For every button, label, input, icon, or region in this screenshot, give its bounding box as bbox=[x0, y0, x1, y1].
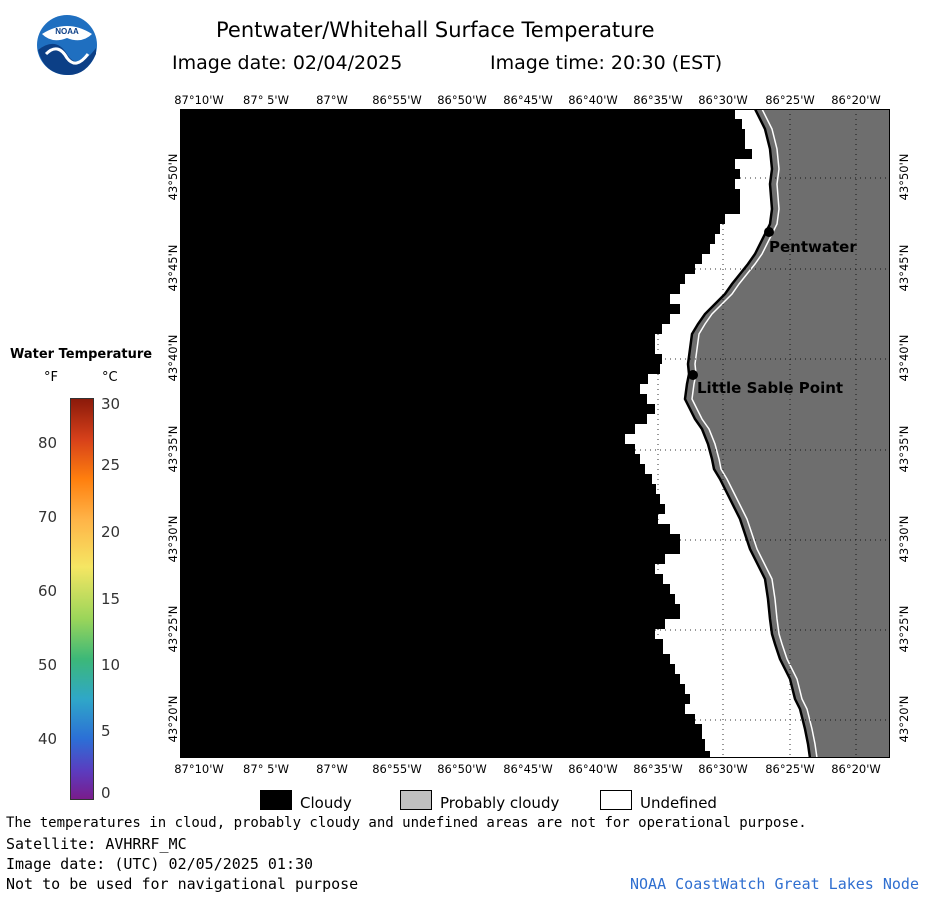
lon-label: 87°10'W bbox=[174, 93, 224, 107]
probably-cloudy-swatch bbox=[400, 790, 432, 810]
lon-label: 87°W bbox=[316, 93, 348, 107]
lon-label: 86°35'W bbox=[633, 762, 683, 776]
lon-label: 86°25'W bbox=[765, 93, 815, 107]
footer-nav-warning: Not to be used for navigational purpose bbox=[6, 875, 359, 893]
lat-label: 43°40'N bbox=[166, 334, 180, 382]
c-tick: 20 bbox=[101, 523, 121, 541]
f-tick: 60 bbox=[38, 582, 58, 600]
undefined-swatch bbox=[600, 790, 632, 810]
lon-label: 86°55'W bbox=[372, 762, 422, 776]
undefined-label: Undefined bbox=[640, 794, 717, 812]
cloudy-swatch bbox=[260, 790, 292, 810]
little-sable-marker bbox=[688, 370, 698, 380]
c-tick: 5 bbox=[101, 722, 111, 740]
lon-label: 87°W bbox=[316, 762, 348, 776]
lon-label: 86°50'W bbox=[437, 93, 487, 107]
footer-note: The temperatures in cloud, probably clou… bbox=[6, 815, 807, 831]
map-border bbox=[180, 109, 890, 758]
lon-label: 86°40'W bbox=[568, 762, 618, 776]
lon-label: 87° 5'W bbox=[243, 762, 289, 776]
svg-text:NOAA: NOAA bbox=[55, 27, 79, 36]
shoreline bbox=[683, 108, 812, 759]
image-time: Image time: 20:30 (EST) bbox=[490, 52, 723, 74]
sst-map-svg bbox=[180, 108, 890, 759]
pentwater-marker bbox=[764, 227, 774, 237]
lat-label: 43°20'N bbox=[166, 695, 180, 743]
graticule bbox=[180, 109, 890, 758]
lon-label: 86°20'W bbox=[831, 762, 881, 776]
pentwater-label: Pentwater bbox=[769, 238, 857, 256]
page-title: Pentwater/Whitehall Surface Temperature bbox=[216, 18, 655, 42]
lon-label: 86°45'W bbox=[503, 762, 553, 776]
sst-map bbox=[180, 108, 890, 759]
noaa-logo: NOAA bbox=[36, 14, 98, 76]
lat-label: 43°50'N bbox=[166, 153, 180, 201]
probably-cloudy-label: Probably cloudy bbox=[440, 794, 560, 812]
legend-unit-f: °F bbox=[44, 370, 58, 385]
lat-label: 43°25'N bbox=[897, 605, 911, 653]
footer-credit: NOAA CoastWatch Great Lakes Node bbox=[630, 875, 919, 893]
f-tick: 50 bbox=[38, 656, 58, 674]
lon-label: 86°55'W bbox=[372, 93, 422, 107]
lon-label: 86°35'W bbox=[633, 93, 683, 107]
footer-utc-date: Image date: (UTC) 02/05/2025 01:30 bbox=[6, 855, 314, 873]
lat-label: 43°30'N bbox=[897, 515, 911, 563]
lon-label: 86°30'W bbox=[698, 93, 748, 107]
shoreline-highlight bbox=[691, 108, 818, 759]
noaa-logo-icon: NOAA bbox=[37, 15, 97, 76]
lon-label: 87° 5'W bbox=[243, 93, 289, 107]
lat-label: 43°35'N bbox=[897, 425, 911, 473]
lat-label: 43°50'N bbox=[897, 153, 911, 201]
c-tick: 30 bbox=[101, 395, 121, 413]
lon-label: 86°50'W bbox=[437, 762, 487, 776]
lon-label: 86°40'W bbox=[568, 93, 618, 107]
footer-satellite: Satellite: AVHRRF_MC bbox=[6, 835, 187, 853]
lat-label: 43°30'N bbox=[166, 515, 180, 563]
image-date: Image date: 02/04/2025 bbox=[172, 52, 403, 74]
lat-label: 43°25'N bbox=[166, 605, 180, 653]
f-tick: 40 bbox=[38, 730, 58, 748]
f-tick: 70 bbox=[38, 508, 58, 526]
c-tick: 15 bbox=[101, 590, 121, 608]
lat-label: 43°40'N bbox=[897, 334, 911, 382]
lat-label: 43°35'N bbox=[166, 425, 180, 473]
lon-label: 86°20'W bbox=[831, 93, 881, 107]
lat-label: 43°45'N bbox=[166, 244, 180, 292]
lat-label: 43°45'N bbox=[897, 244, 911, 292]
cloudy-label: Cloudy bbox=[300, 794, 352, 812]
lat-label: 43°20'N bbox=[897, 695, 911, 743]
c-tick: 25 bbox=[101, 456, 121, 474]
little-sable-label: Little Sable Point bbox=[697, 379, 844, 397]
cloudy-area bbox=[180, 109, 752, 758]
temperature-color-bar bbox=[70, 398, 94, 800]
legend-unit-c: °C bbox=[102, 370, 118, 385]
c-tick: 0 bbox=[101, 784, 111, 802]
legend-title: Water Temperature bbox=[10, 347, 153, 362]
lon-label: 86°30'W bbox=[698, 762, 748, 776]
c-tick: 10 bbox=[101, 656, 121, 674]
lon-label: 86°45'W bbox=[503, 93, 553, 107]
lon-label: 87°10'W bbox=[174, 762, 224, 776]
lon-label: 86°25'W bbox=[765, 762, 815, 776]
f-tick: 80 bbox=[38, 434, 58, 452]
